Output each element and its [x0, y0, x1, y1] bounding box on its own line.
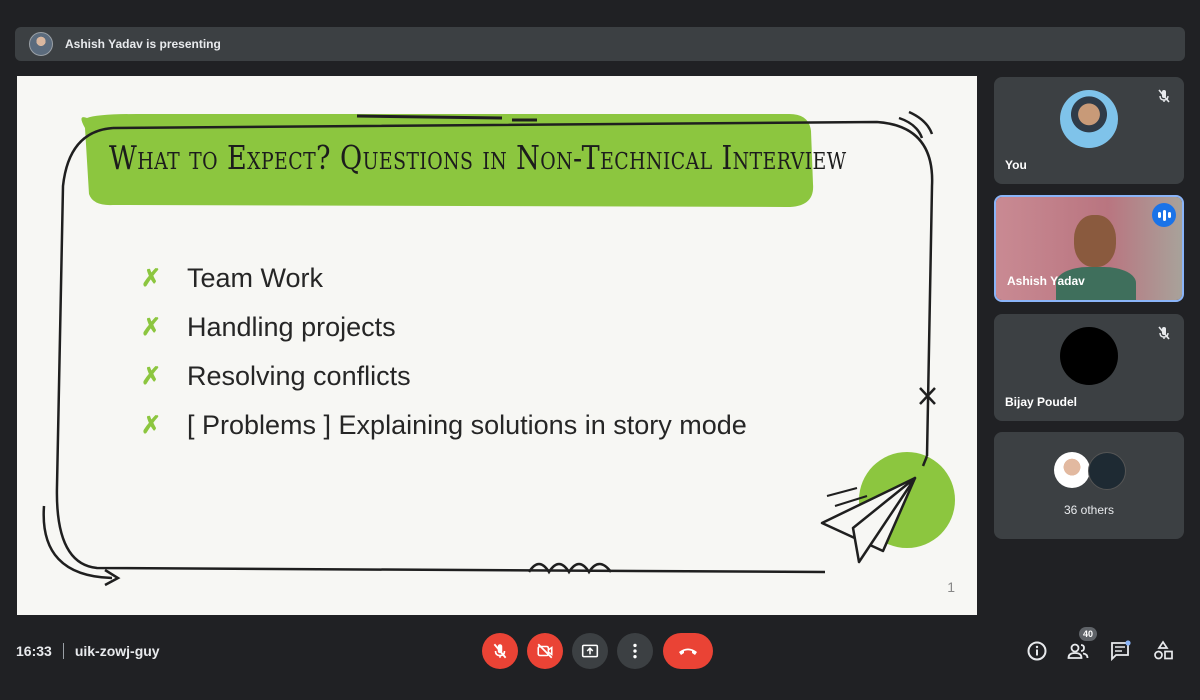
slide-title: What to Expect? Questions in Non-Technic…	[109, 138, 847, 177]
camera-toggle-button[interactable]	[527, 633, 563, 669]
meeting-details: 16:33 uik-zowj-guy	[16, 640, 160, 662]
meeting-time: 16:33	[16, 643, 52, 659]
microphone-toggle-button[interactable]	[482, 633, 518, 669]
participant-shirt	[1056, 267, 1136, 300]
slide-page-number: 1	[947, 579, 955, 595]
slide-decoration	[42, 110, 955, 587]
bullet-text: [ Problems ] Explaining solutions in sto…	[187, 410, 747, 440]
participant-tile-you[interactable]: You	[994, 77, 1184, 184]
activities-icon[interactable]	[1152, 640, 1174, 662]
presenting-banner: Ashish Yadav is presenting	[15, 27, 1185, 61]
more-vertical-icon	[633, 643, 637, 659]
presented-slide: What to Expect? Questions in Non-Technic…	[17, 76, 977, 615]
participant-tile-bijay[interactable]: Bijay Poudel	[994, 314, 1184, 421]
cross-mark-icon: ✗	[141, 363, 162, 390]
people-icon[interactable]	[1067, 640, 1089, 662]
more-options-button[interactable]	[617, 633, 653, 669]
presenting-text: Ashish Yadav is presenting	[65, 37, 221, 51]
mic-off-icon	[493, 643, 507, 659]
hang-up-icon	[679, 648, 697, 655]
cross-mark-icon: ✗	[141, 265, 162, 292]
cross-mark-icon: ✗	[141, 412, 162, 439]
slide-bullet: ✗ Team Work	[141, 254, 747, 303]
info-icon[interactable]	[1026, 640, 1048, 662]
mic-off-icon	[1158, 326, 1170, 340]
participant-name: You	[1005, 158, 1027, 172]
participant-tile-ashish[interactable]: Ashish Yadav	[994, 195, 1184, 302]
slide-bullet-list: ✗ Team Work ✗ Handling projects ✗ Resolv…	[141, 254, 747, 450]
avatar	[1054, 452, 1090, 488]
leave-call-button[interactable]	[663, 633, 713, 669]
participant-name: Ashish Yadav	[1007, 274, 1085, 288]
avatar	[1060, 327, 1118, 385]
bullet-text: Handling projects	[187, 312, 396, 342]
present-screen-icon	[581, 644, 599, 658]
participant-name: Bijay Poudel	[1005, 395, 1078, 409]
avatar	[1088, 452, 1126, 490]
others-tile[interactable]: 36 others	[994, 432, 1184, 539]
people-count-badge: 40	[1079, 627, 1097, 641]
presenter-avatar	[29, 32, 53, 56]
bullet-text: Resolving conflicts	[187, 361, 411, 391]
bullet-text: Team Work	[187, 263, 324, 293]
avatar	[1060, 90, 1118, 148]
cross-mark-icon: ✗	[141, 314, 162, 341]
participant-face	[1074, 215, 1116, 267]
camera-off-icon	[537, 643, 553, 659]
divider	[62, 643, 64, 659]
slide-bullet: ✗ Resolving conflicts	[141, 352, 747, 401]
others-count: 36 others	[1063, 503, 1115, 517]
slide-bullet: ✗ [ Problems ] Explaining solutions in s…	[141, 401, 747, 450]
speaking-indicator-icon	[1152, 203, 1176, 227]
mic-off-icon	[1158, 89, 1170, 103]
chat-icon[interactable]	[1109, 640, 1131, 662]
slide-bullet: ✗ Handling projects	[141, 303, 747, 352]
meeting-code: uik-zowj-guy	[74, 643, 160, 659]
present-now-button[interactable]	[572, 633, 608, 669]
